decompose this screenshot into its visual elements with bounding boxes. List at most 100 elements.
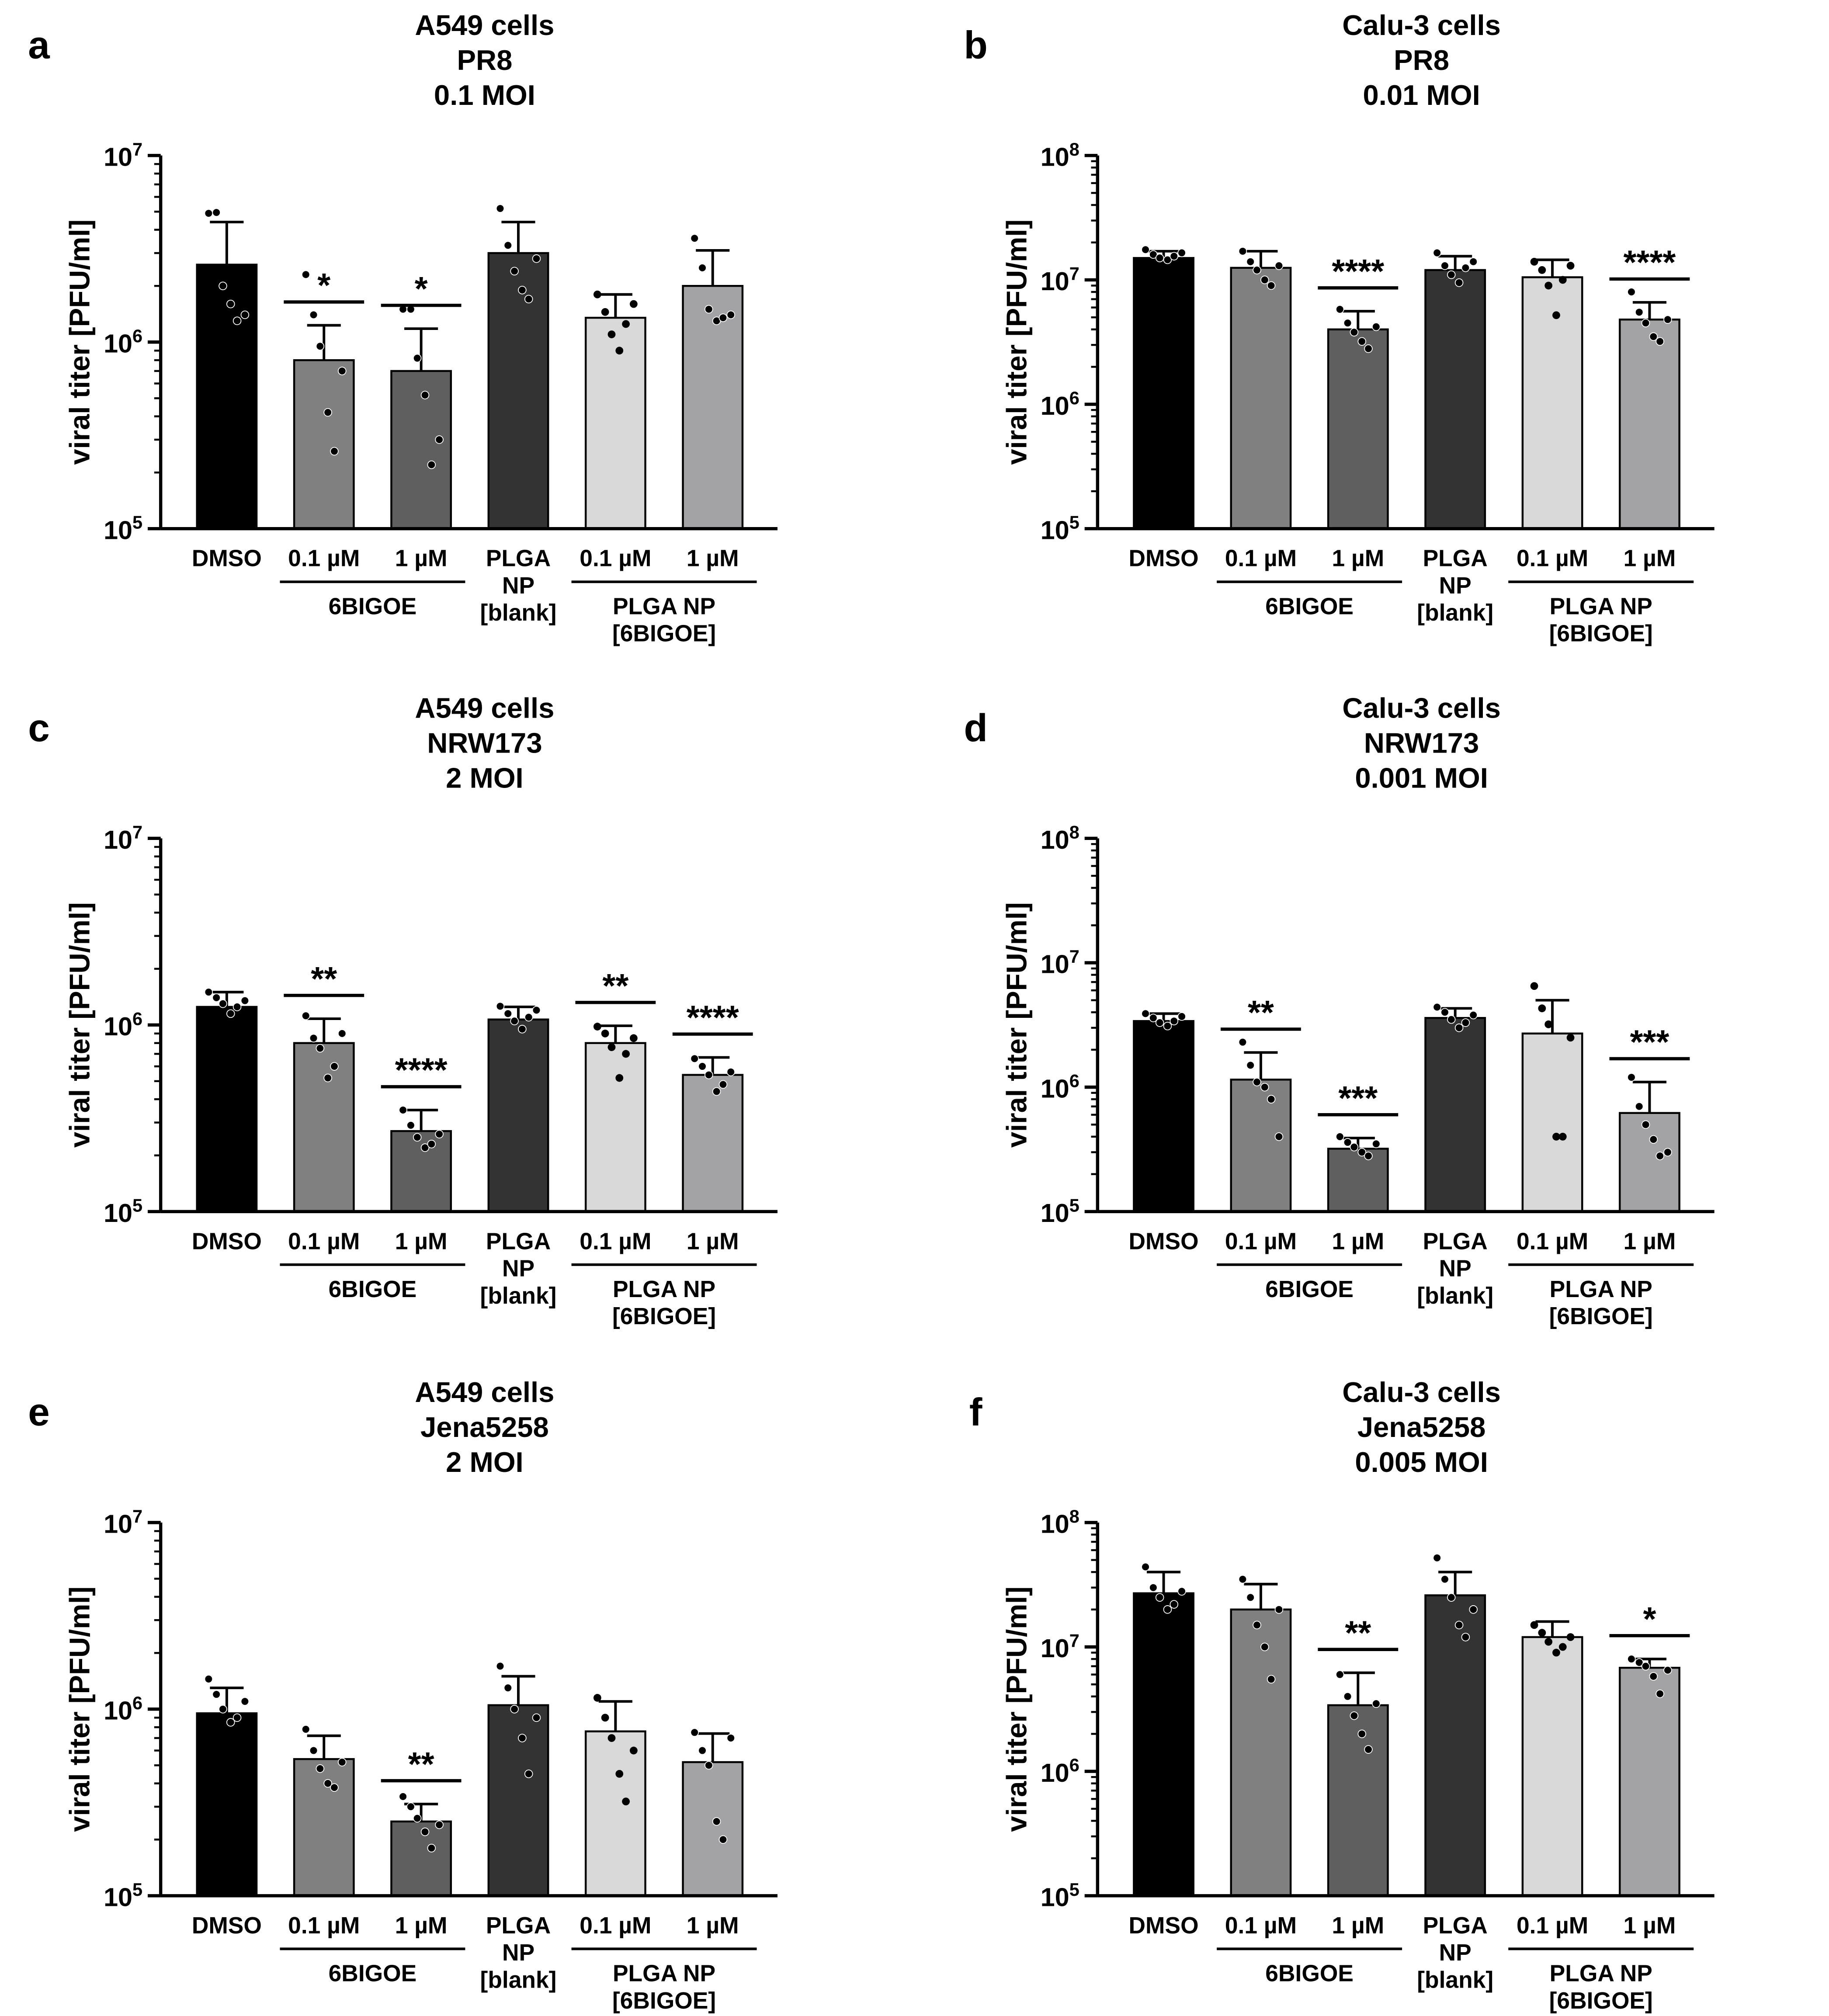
data-point — [690, 234, 699, 243]
bar — [584, 316, 646, 530]
data-point — [1530, 1621, 1538, 1629]
y-tick-label: 107 — [104, 822, 142, 854]
bar — [584, 1042, 646, 1213]
data-point — [1253, 1078, 1261, 1086]
y-tick-exponent: 7 — [1069, 1631, 1079, 1651]
data-point — [607, 330, 616, 338]
bar — [1230, 267, 1292, 530]
group-label: PLGA NP — [1550, 1277, 1652, 1302]
data-point — [496, 204, 505, 213]
data-point — [226, 1718, 235, 1727]
data-point — [496, 1002, 505, 1011]
data-point — [532, 1006, 541, 1015]
data-point — [427, 460, 436, 469]
chart-title-line: A549 cells — [415, 1376, 554, 1408]
bar — [1619, 1666, 1680, 1897]
data-point — [615, 1074, 624, 1082]
x-category-label: NP — [1439, 1256, 1472, 1282]
data-point — [399, 1792, 407, 1801]
x-category-label: 0.1 µM — [580, 546, 651, 572]
data-point — [316, 1044, 325, 1053]
x-category-label: 1 µM — [1624, 1228, 1676, 1254]
significance-label: *** — [1338, 1079, 1378, 1117]
y-tick-base: 10 — [1041, 142, 1069, 172]
y-tick-exponent: 7 — [1069, 946, 1079, 967]
data-point — [1566, 1034, 1575, 1042]
y-axis-label: viral titer [PFU/ml] — [1000, 1586, 1032, 1832]
panel-letter: a — [28, 23, 50, 66]
bar — [1424, 1594, 1486, 1897]
x-category-label: [blank] — [480, 1283, 557, 1309]
group-label: 6BIGOE — [329, 1277, 417, 1302]
data-point — [510, 1017, 519, 1026]
x-category-label: 0.1 µM — [580, 1228, 651, 1254]
data-point — [629, 1746, 638, 1755]
x-category-label: 0.1 µM — [1517, 546, 1588, 572]
data-point — [524, 1770, 533, 1778]
y-tick-base: 10 — [1041, 391, 1069, 420]
group-label: 6BIGOE — [1265, 593, 1354, 619]
data-point — [420, 1827, 430, 1836]
group-label: 6BIGOE — [1265, 1960, 1354, 1986]
y-tick-label: 107 — [104, 139, 142, 172]
x-category-label: NP — [502, 1940, 534, 1966]
bar — [1424, 1017, 1486, 1213]
significance-label: ** — [1248, 994, 1274, 1031]
group-label: [6BIGOE] — [612, 621, 716, 647]
data-point — [1649, 1672, 1658, 1681]
data-point — [233, 1003, 242, 1011]
data-point — [518, 1025, 527, 1034]
data-point — [337, 1029, 347, 1038]
data-point — [1461, 1018, 1470, 1027]
data-point — [1663, 1666, 1672, 1675]
data-point — [1163, 255, 1172, 264]
x-category-label: NP — [502, 1256, 534, 1282]
y-tick-label: 106 — [104, 1008, 142, 1041]
data-point — [1260, 275, 1269, 285]
data-point — [615, 1770, 624, 1778]
y-tick-label: 106 — [1041, 1071, 1079, 1103]
data-point — [1274, 1132, 1284, 1141]
bar — [487, 1018, 549, 1213]
significance-label: * — [1643, 1600, 1656, 1638]
y-tick-exponent: 6 — [1069, 388, 1079, 408]
data-point — [204, 209, 213, 218]
group-label: [6BIGOE] — [1549, 1988, 1653, 2014]
data-point — [690, 1054, 699, 1063]
data-point — [330, 1062, 339, 1071]
data-point — [233, 316, 242, 325]
data-point — [1552, 1133, 1560, 1141]
x-category-label: 0.1 µM — [288, 1913, 360, 1939]
y-tick-label: 105 — [104, 512, 142, 545]
data-point — [212, 208, 221, 217]
y-tick-exponent: 7 — [1069, 263, 1079, 284]
data-point — [337, 367, 347, 375]
data-point — [1274, 1605, 1284, 1614]
bar — [682, 1761, 744, 1897]
y-tick-base: 10 — [1041, 1198, 1069, 1228]
data-point — [1155, 1018, 1164, 1027]
chart-title-line: 2 MOI — [446, 762, 524, 794]
group-label: 6BIGOE — [1265, 1277, 1354, 1302]
significance-label: *** — [1630, 1024, 1669, 1061]
x-category-label: PLGA — [1423, 546, 1488, 572]
data-point — [1635, 1658, 1644, 1667]
y-tick-exponent: 5 — [1069, 512, 1079, 533]
group-label: [6BIGOE] — [612, 1988, 716, 2014]
data-point — [1170, 1017, 1179, 1026]
data-point — [593, 1023, 601, 1031]
data-point — [1454, 278, 1464, 287]
bar — [1521, 1636, 1583, 1897]
data-point — [316, 1764, 325, 1773]
x-category-label: 0.1 µM — [1517, 1913, 1588, 1939]
data-point — [1357, 1729, 1366, 1738]
data-point — [1538, 266, 1546, 274]
data-point — [622, 320, 630, 328]
data-point — [1149, 250, 1158, 259]
bar — [1230, 1079, 1292, 1213]
y-tick-base: 10 — [104, 1696, 132, 1725]
data-point — [1558, 276, 1567, 284]
x-category-label: 1 µM — [1332, 1228, 1384, 1254]
